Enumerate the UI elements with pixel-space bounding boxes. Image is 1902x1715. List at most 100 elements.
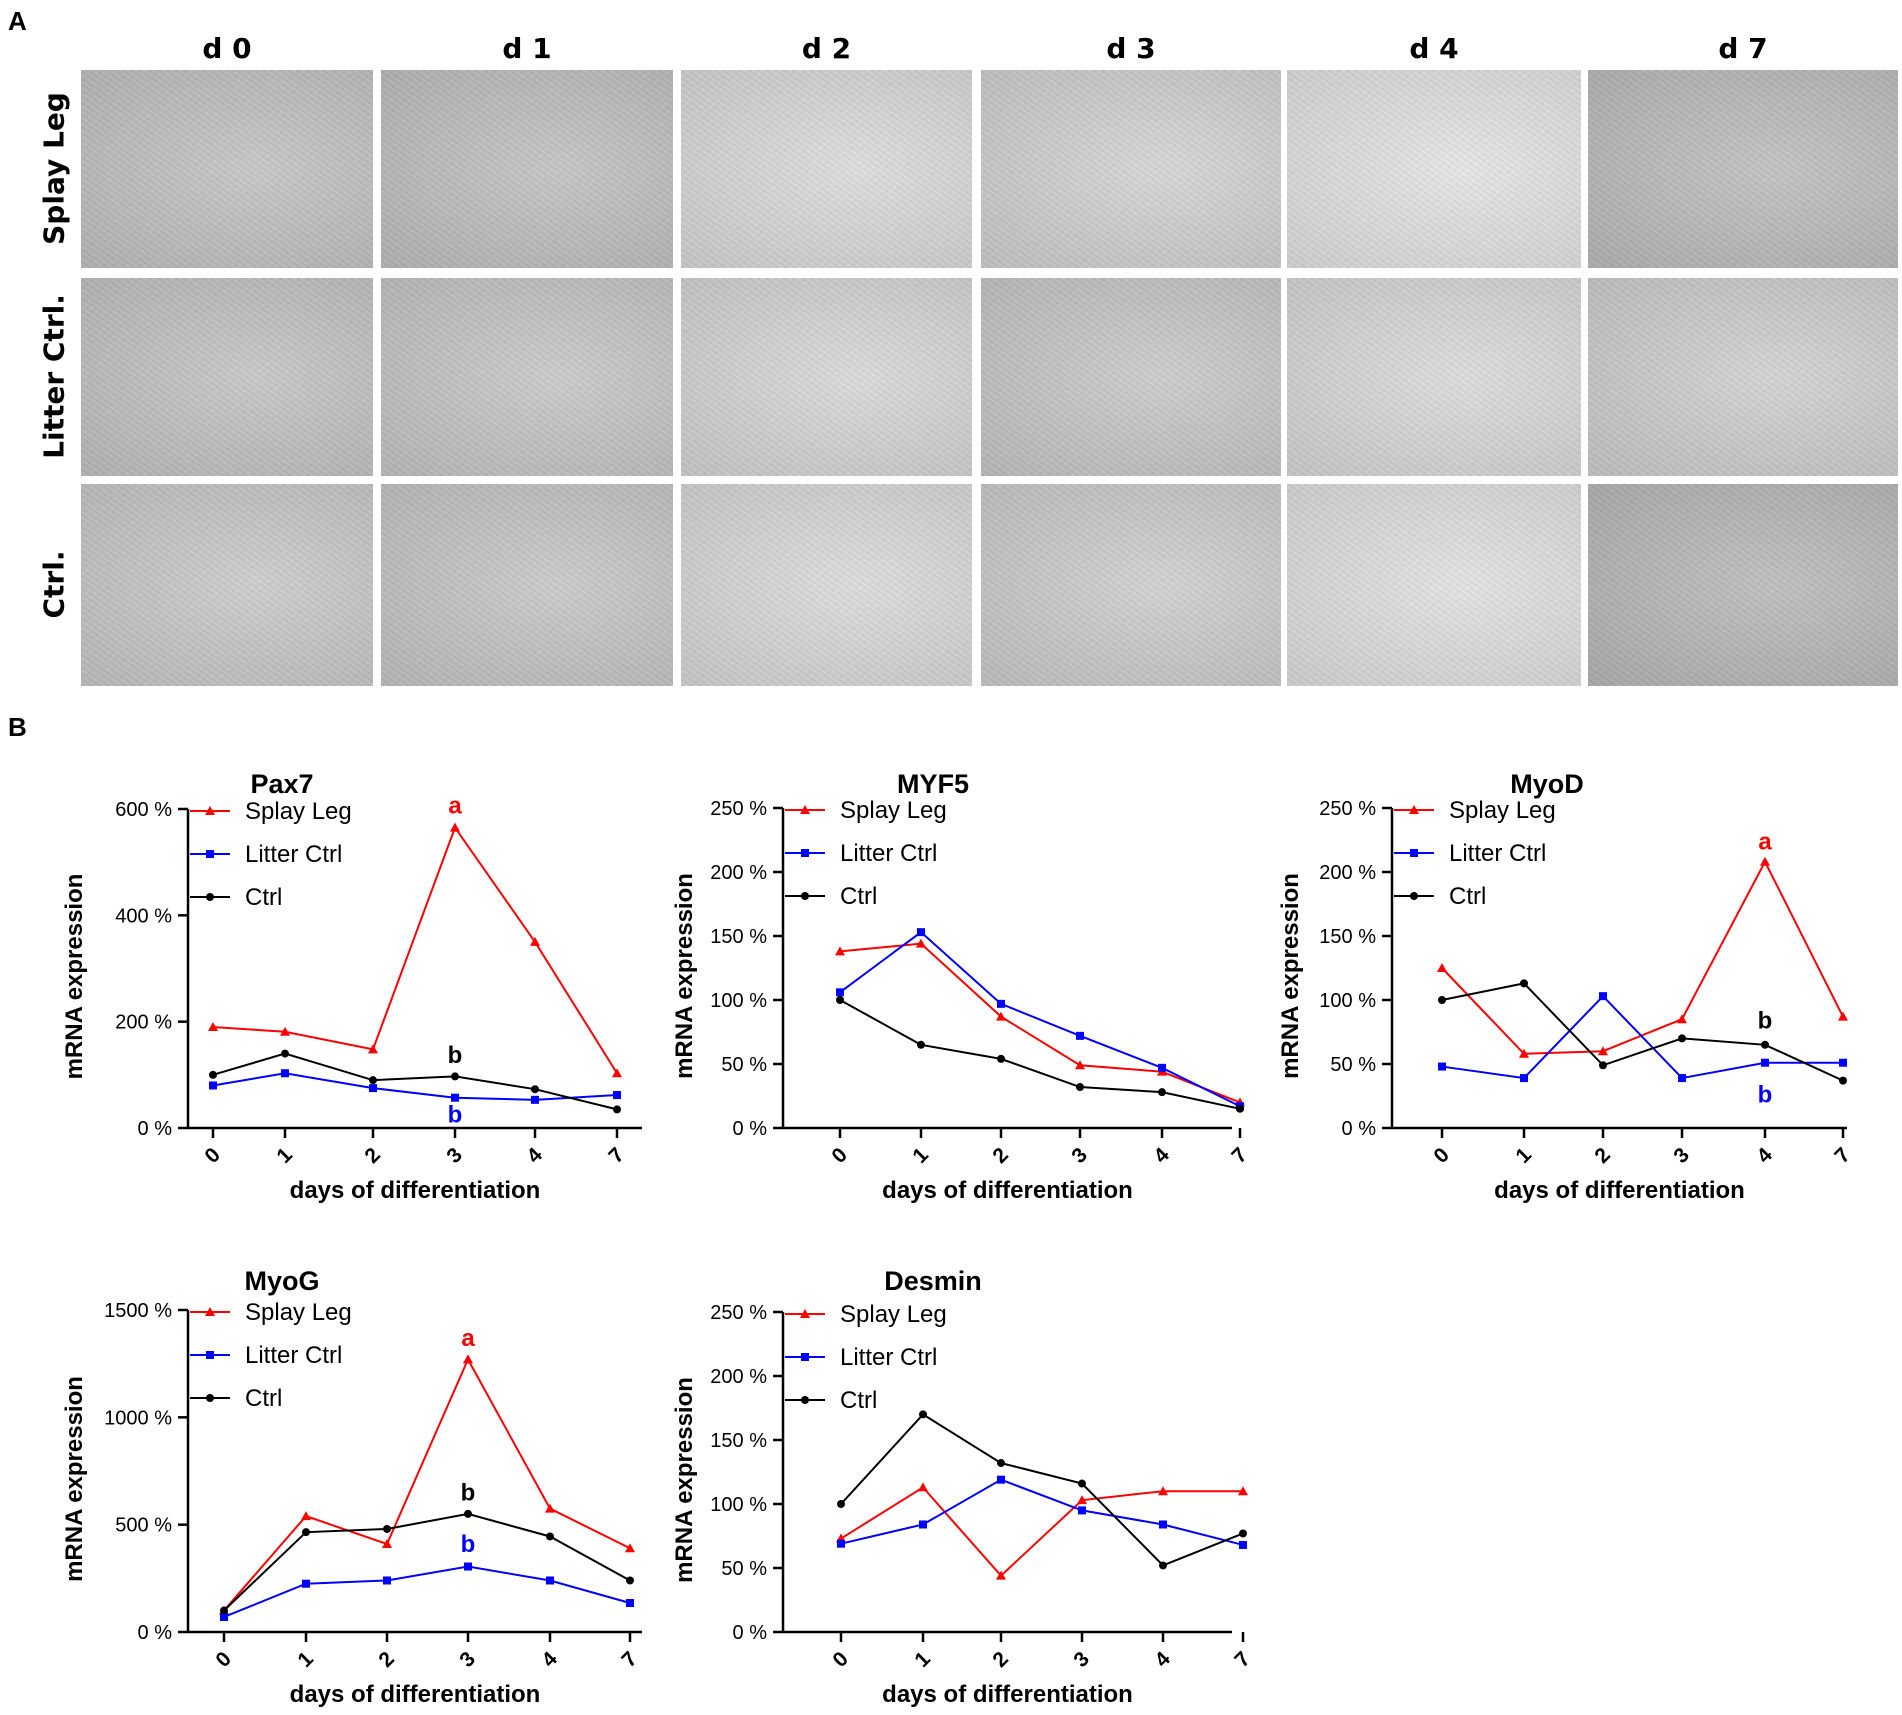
data-point (220, 1606, 228, 1615)
legend-label: Litter Ctrl (245, 841, 342, 868)
y-tick-label: 0 % (138, 1622, 173, 1644)
micrograph-image (981, 484, 1281, 686)
row-label-splay-leg: Splay Leg (37, 92, 71, 245)
data-point (996, 1570, 1006, 1580)
chart-pax7: Pax7 0 % 200 % 400 % 600 % 0 1 2 3 4 7 days of diff… (61, 769, 642, 1204)
data-point (545, 1503, 555, 1513)
x-tick-label: 7 (1830, 1143, 1855, 1168)
series-line-splay-leg (212, 825, 618, 1074)
x-tick-label: 3 (1669, 1143, 1694, 1168)
data-point (1838, 1011, 1848, 1021)
x-tick-label: 7 (604, 1143, 629, 1168)
micrograph-image (981, 70, 1281, 268)
legend-label: Litter Ctrl (840, 1344, 937, 1371)
micrograph-image (1588, 278, 1898, 476)
data-point (836, 996, 844, 1004)
x-tick-label: 4 (1752, 1143, 1777, 1168)
y-tick-label: 150 % (710, 926, 767, 948)
x-tick-label: 2 (988, 1647, 1013, 1672)
x-tick-label: 3 (1069, 1647, 1094, 1672)
legend-marker (801, 849, 809, 857)
legend-label: Ctrl (245, 1385, 282, 1412)
x-tick-label: 2 (360, 1143, 385, 1168)
data-point (1839, 1058, 1847, 1067)
series-line-litter-ctrl (1441, 994, 1843, 1080)
x-tick-label: 0 (211, 1647, 236, 1672)
data-point (917, 928, 925, 937)
micrograph-image (381, 278, 673, 476)
data-point (835, 946, 845, 956)
data-point (1599, 1061, 1607, 1070)
legend-marker (1410, 892, 1418, 900)
data-point (1760, 856, 1770, 866)
micrograph-image (381, 484, 673, 686)
data-point (613, 1091, 621, 1100)
data-point (916, 938, 926, 948)
column-label-d4: d 4 (1409, 32, 1459, 65)
row-label-litter-ctrl: Litter Ctrl. (37, 294, 71, 459)
data-point (837, 1539, 845, 1548)
y-tick-label: 100 % (710, 990, 767, 1012)
data-point (383, 1524, 391, 1533)
chart-myog: MyoG 0 % 500 % 1000 % 1500 % 0 1 2 3 4 7 days of di… (61, 1266, 642, 1708)
data-point (1159, 1561, 1167, 1570)
data-point (281, 1049, 289, 1058)
y-tick-label: 150 % (710, 1430, 767, 1452)
micrograph-image (81, 70, 373, 268)
data-point (1159, 1520, 1167, 1529)
micrograph-image (681, 278, 972, 476)
data-point (1678, 1034, 1686, 1043)
series-line-ctrl (223, 1512, 631, 1612)
column-label-d1: d 1 (502, 32, 552, 65)
legend-label: Ctrl (840, 883, 877, 910)
series-line-ctrl (212, 1052, 618, 1111)
legend-label: Splay Leg (1449, 797, 1556, 824)
data-point (463, 1354, 473, 1364)
x-tick-label: 3 (442, 1143, 467, 1168)
y-tick-label: 100 % (710, 1494, 767, 1516)
x-tick-label: 1 (908, 1143, 933, 1168)
micrograph-image (81, 278, 373, 476)
chart-title: MyoD (1510, 769, 1584, 799)
series-line-splay-leg (840, 1486, 1243, 1578)
data-point (382, 1538, 392, 1548)
y-tick-label: 600 % (115, 799, 172, 821)
series-line-splay-leg (839, 942, 1241, 1104)
legend-label: Splay Leg (840, 797, 947, 824)
micrograph-image (981, 278, 1281, 476)
series-line-litter-ctrl (223, 1565, 631, 1618)
legend-marker (801, 892, 809, 900)
data-point (625, 1543, 635, 1553)
data-point (996, 1011, 1006, 1021)
data-point (531, 1085, 539, 1094)
y-tick-label: 200 % (1319, 862, 1376, 884)
data-point (1678, 1074, 1686, 1083)
y-tick-label: 100 % (1319, 990, 1376, 1012)
data-point (209, 1081, 217, 1090)
y-tick-label: 0 % (733, 1622, 768, 1644)
data-point (1599, 992, 1607, 1001)
data-point (1076, 1031, 1084, 1040)
y-tick-label: 1500 % (104, 1300, 172, 1322)
data-point (1677, 1014, 1687, 1024)
legend-marker (205, 806, 215, 815)
micrograph-image (1287, 278, 1581, 476)
y-tick-label: 250 % (710, 1302, 767, 1324)
x-axis-label: days of differentiation (1494, 1177, 1745, 1204)
y-axis-label: mRNA expression (671, 873, 698, 1079)
column-label-d0: d 0 (202, 32, 252, 65)
x-tick-label: 0 (827, 1143, 852, 1168)
x-tick-label: 1 (293, 1647, 318, 1672)
legend-marker (206, 893, 214, 901)
series-line-splay-leg (1441, 859, 1844, 1055)
panel-a-letter: A (8, 6, 27, 36)
data-point (368, 1044, 378, 1054)
x-axis-label: days of differentiation (882, 1681, 1133, 1708)
chart-title: MYF5 (897, 769, 969, 799)
series-line-splay-leg (223, 1357, 631, 1612)
y-tick-label: 50 % (721, 1054, 767, 1076)
legend-label: Splay Leg (245, 1299, 352, 1326)
x-tick-label: 1 (1511, 1143, 1536, 1168)
legend-marker (205, 1307, 215, 1316)
